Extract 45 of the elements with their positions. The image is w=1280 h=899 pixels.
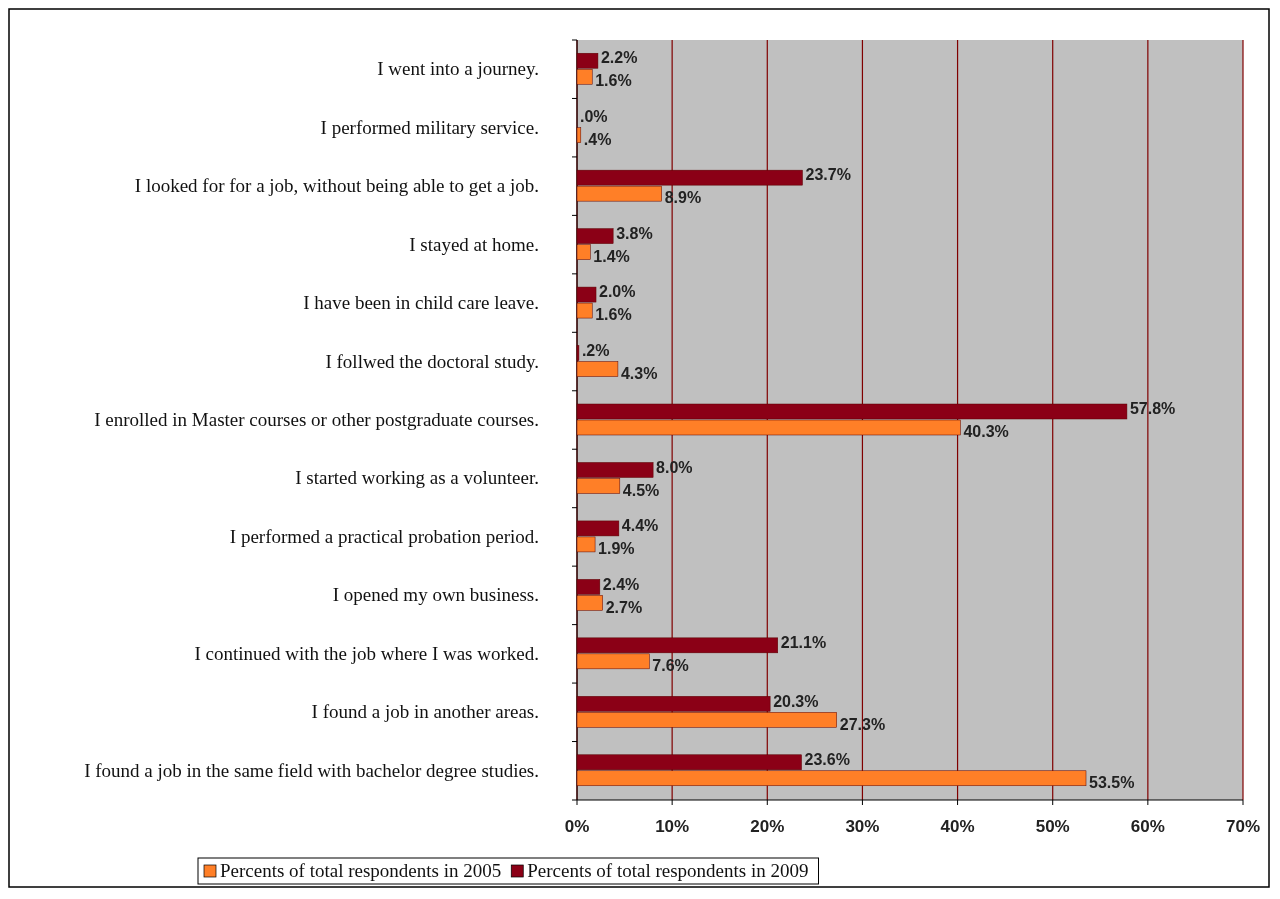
x-tick-label: 0% [564, 817, 590, 836]
data-label: 2.0% [599, 283, 636, 301]
y-tick-label: I went into a journey. [377, 58, 539, 80]
data-label: 3.8% [616, 224, 653, 242]
y-tick-label: I found a job in another areas. [311, 701, 539, 723]
x-tick-label: 20% [750, 817, 785, 836]
y-tick-label: I follwed the doctoral study. [325, 350, 539, 372]
data-label: 4.3% [620, 364, 658, 382]
x-tick-label: 40% [940, 817, 975, 836]
y-tick-label: I performed military service. [320, 116, 539, 138]
data-label: 1.4% [593, 247, 630, 265]
x-tick-label: 10% [655, 817, 690, 836]
data-label: 2.7% [605, 598, 643, 616]
data-label: 20.3% [773, 692, 819, 710]
data-label: 4.4% [621, 517, 659, 535]
y-tick-label: I found a job in the same field with bachelor degree studies. [84, 759, 539, 781]
data-label: 40.3% [963, 423, 1009, 441]
legend-label: Percents of total respondents in 2009 [527, 860, 809, 881]
data-label: 2.4% [602, 575, 640, 593]
y-tick-label: I looked for for a job, without being able to get a job. [134, 175, 539, 197]
y-tick-label: I opened my own business. [332, 584, 539, 606]
data-label: 53.5% [1089, 773, 1135, 791]
data-label: .4% [583, 130, 612, 148]
y-tick-label: I enrolled in Master courses or other postgraduate courses. [94, 409, 539, 430]
bar [576, 127, 582, 143]
y-tick-label: I performed a practical probation period. [229, 525, 539, 547]
legend-label: Percents of total respondents in 2005 [220, 860, 502, 881]
y-tick-label: I continued with the job where I was worked. [194, 642, 539, 664]
y-tick-label: I stayed at home. [409, 233, 539, 255]
data-label: 1.9% [598, 540, 635, 558]
data-label: 21.1% [780, 634, 827, 652]
data-label: .0% [580, 107, 608, 125]
data-label: .2% [581, 341, 610, 359]
data-label: 23.6% [804, 750, 850, 768]
x-tick-label: 60% [1130, 817, 1165, 836]
y-tick-label: I have been in child care leave. [303, 292, 539, 314]
y-tick-label: I started working as a volunteer. [295, 467, 539, 489]
x-tick-label: 50% [1035, 817, 1070, 836]
data-label: 2.2% [600, 49, 638, 67]
data-label: 1.6% [595, 306, 632, 324]
x-tick-label: 70% [1225, 817, 1261, 836]
x-tick-label: 30% [845, 817, 880, 836]
data-label: 1.6% [595, 72, 632, 90]
data-label: 23.7% [805, 166, 851, 184]
data-label: 4.5% [622, 481, 660, 499]
